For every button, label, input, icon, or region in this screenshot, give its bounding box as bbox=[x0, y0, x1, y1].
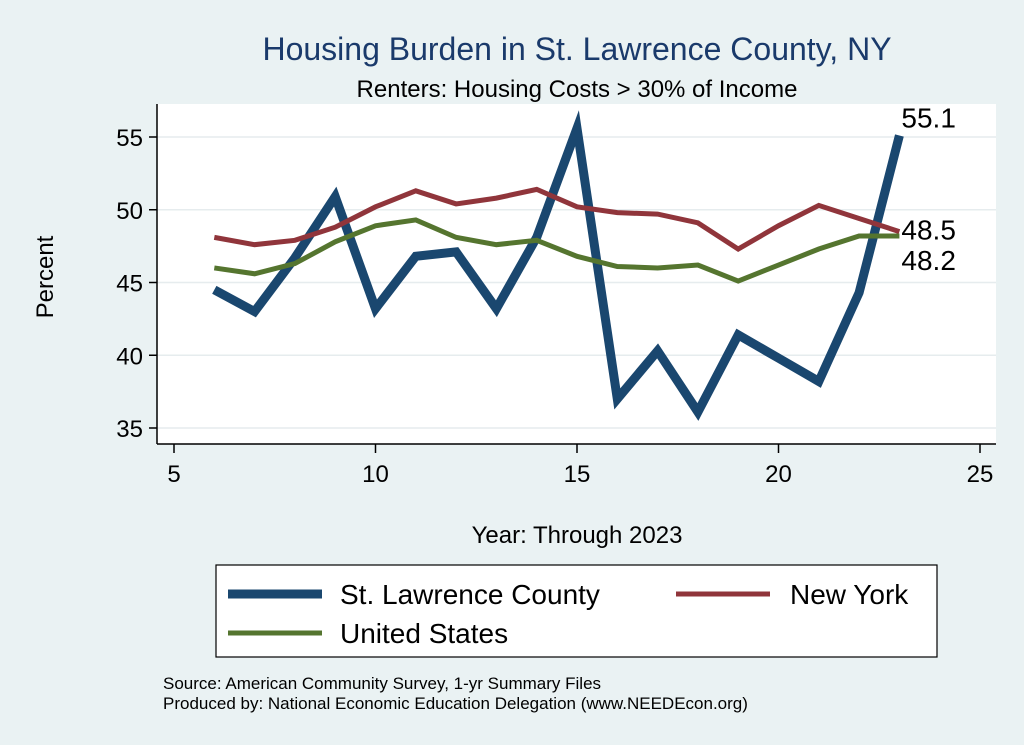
y-tick-label: 40 bbox=[116, 343, 143, 370]
x-tick-label: 10 bbox=[362, 461, 389, 488]
end-label: 48.5 bbox=[901, 215, 956, 246]
y-ticks: 35 40 45 50 55 bbox=[116, 125, 157, 443]
legend-label-st-lawrence: St. Lawrence County bbox=[340, 579, 600, 610]
y-tick-label: 45 bbox=[116, 271, 143, 298]
x-axis-label: Year: Through 2023 bbox=[472, 522, 683, 549]
series-line-united-states bbox=[213, 217, 900, 284]
x-tick-label: 25 bbox=[967, 461, 994, 488]
end-label: 55.1 bbox=[901, 103, 956, 134]
legend-label-united-states: United States bbox=[340, 618, 508, 649]
y-tick-label: 55 bbox=[116, 125, 143, 152]
x-tick-label: 15 bbox=[564, 461, 591, 488]
series-line-st-lawrence bbox=[212, 110, 904, 421]
y-tick-label: 50 bbox=[116, 198, 143, 225]
x-tick-label: 20 bbox=[765, 461, 792, 488]
end-label: 48.2 bbox=[901, 245, 956, 276]
producer-note: Produced by: National Economic Education… bbox=[163, 694, 748, 713]
y-tick-label: 35 bbox=[116, 416, 143, 443]
chart-subtitle: Renters: Housing Costs > 30% of Income bbox=[357, 76, 798, 103]
series-lines bbox=[212, 110, 904, 421]
end-labels: 55.1 48.548.2 bbox=[901, 103, 956, 276]
gridlines bbox=[157, 136, 996, 429]
chart-title: Housing Burden in St. Lawrence County, N… bbox=[262, 31, 891, 67]
legend-box bbox=[215, 564, 938, 658]
legend-label-new-york: New York bbox=[790, 579, 909, 610]
series-line-new-york bbox=[213, 186, 901, 252]
x-tick-label: 5 bbox=[167, 461, 180, 488]
y-axis-label: Percent bbox=[32, 235, 59, 318]
plot-area bbox=[157, 104, 996, 444]
source-note: Source: American Community Survey, 1-yr … bbox=[163, 674, 601, 693]
x-ticks: 5 10 15 20 25 bbox=[167, 444, 993, 488]
